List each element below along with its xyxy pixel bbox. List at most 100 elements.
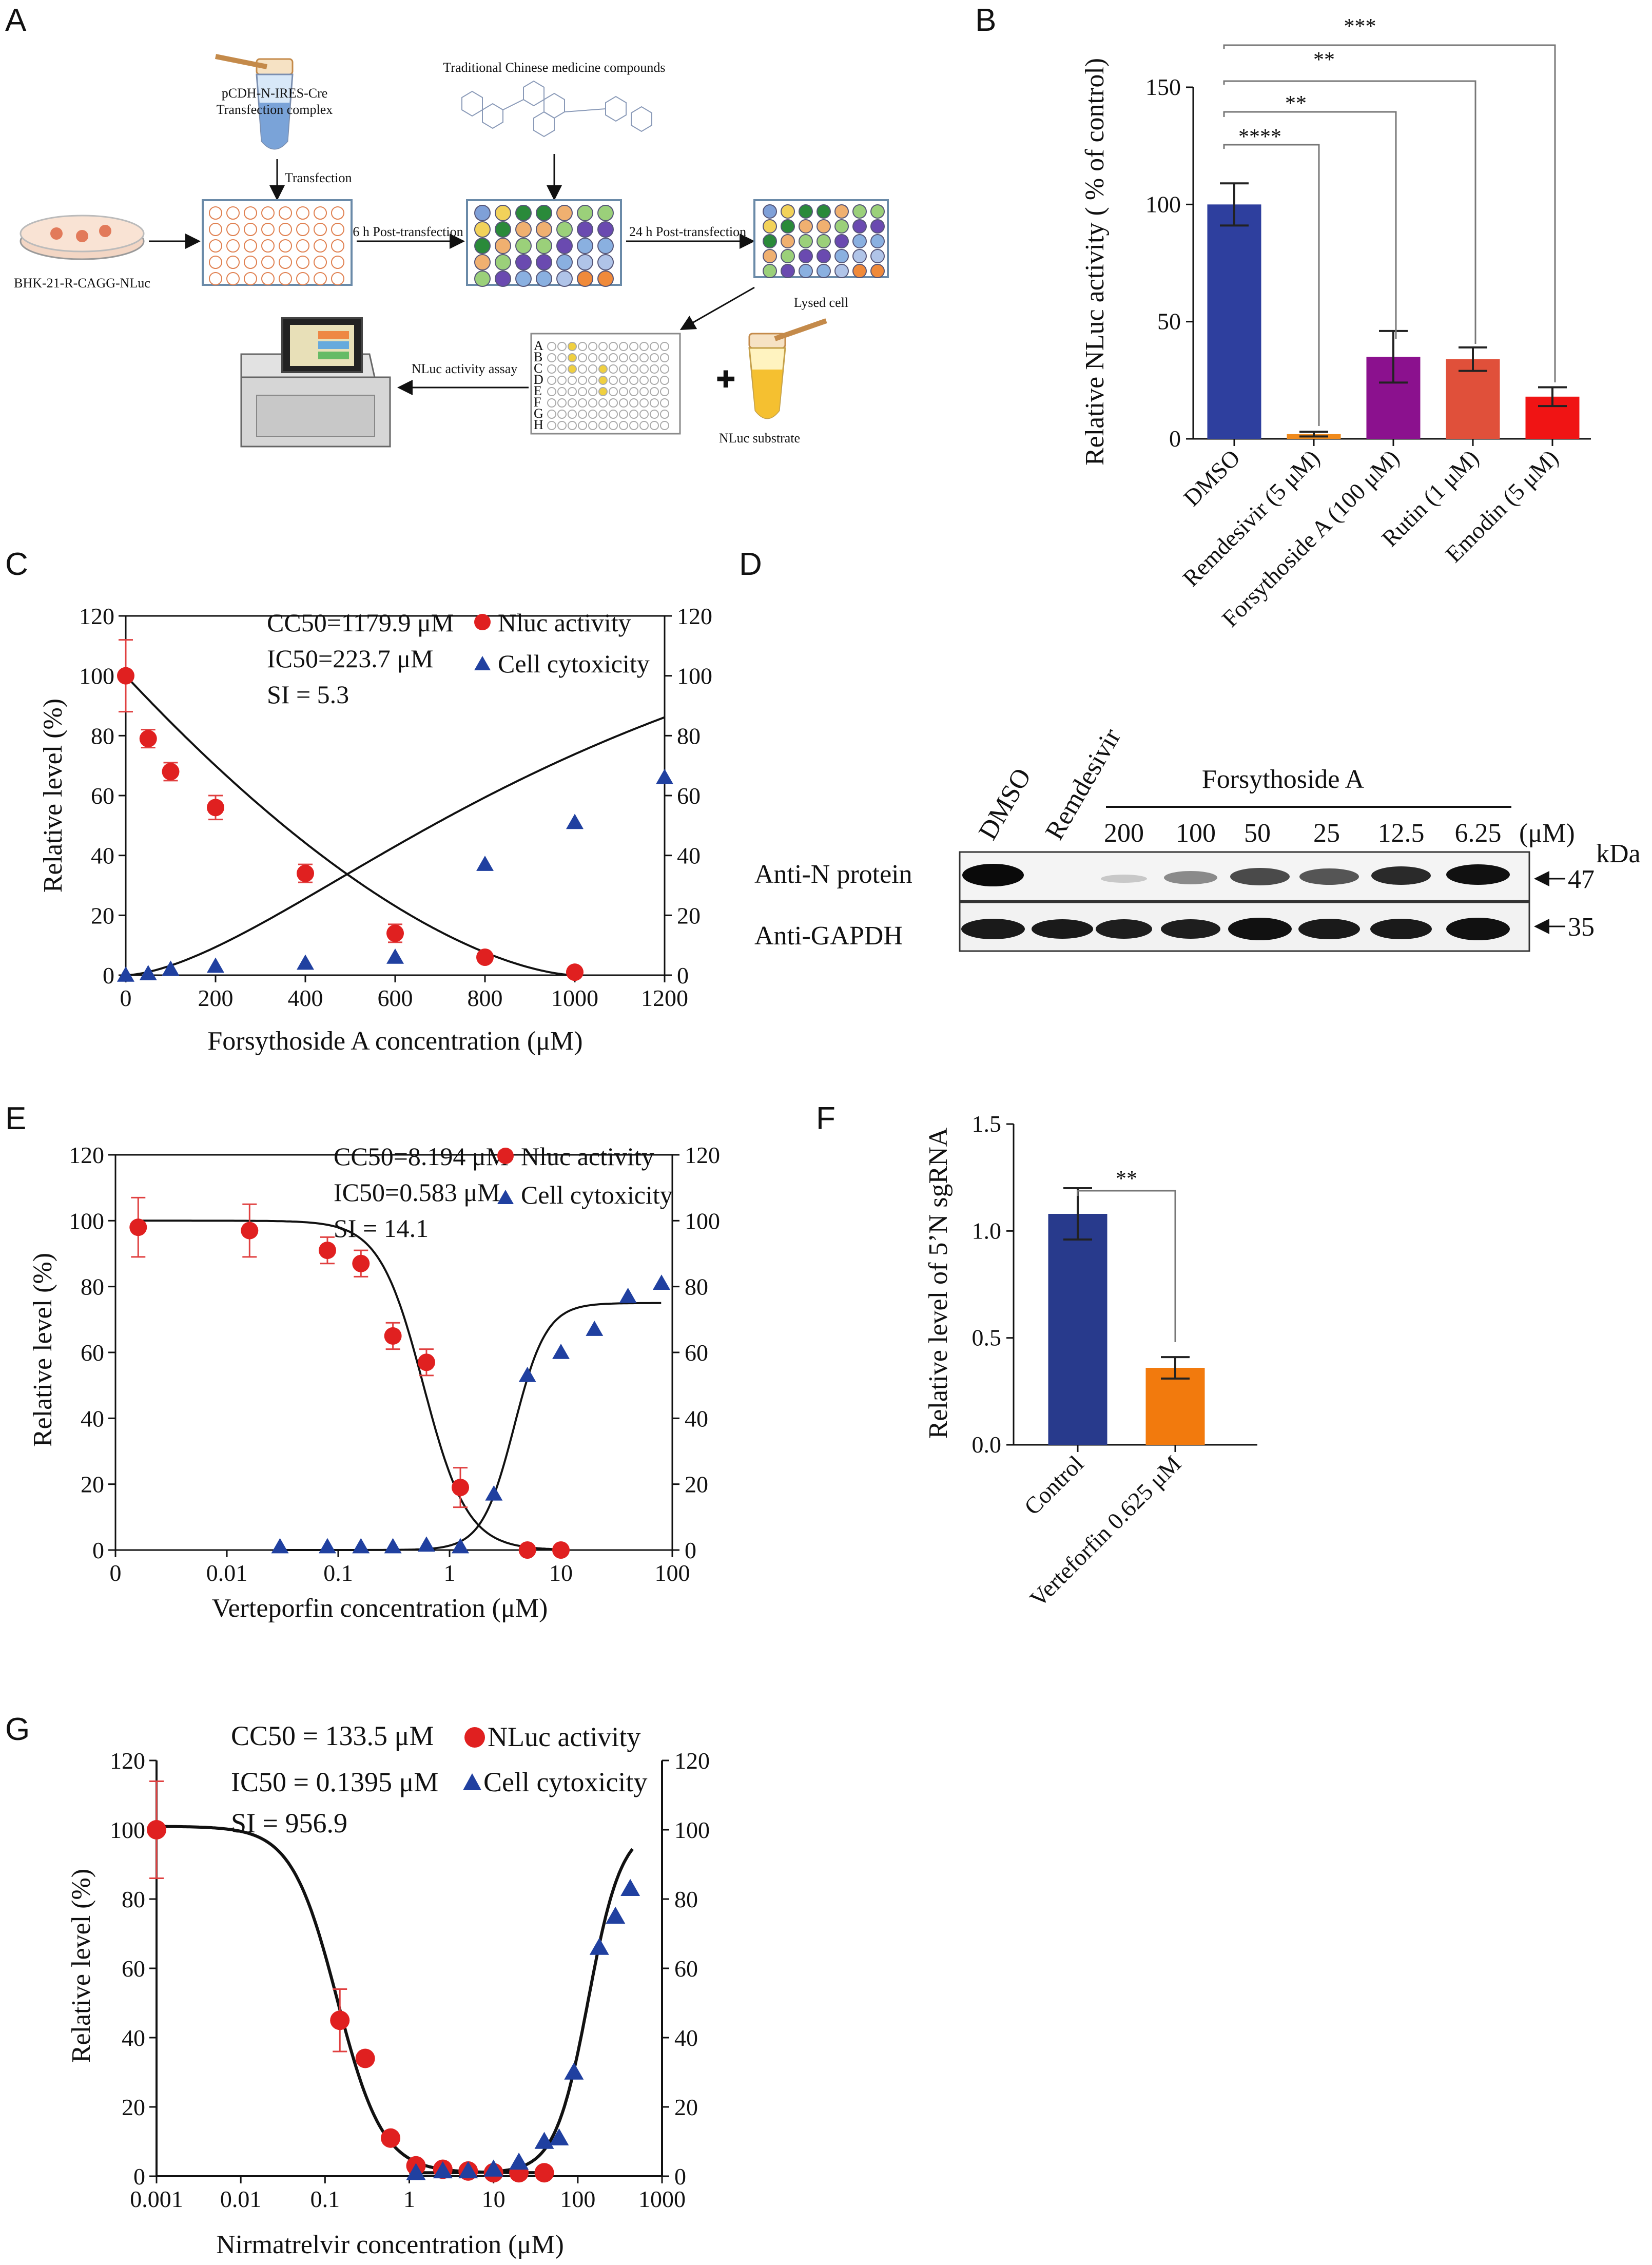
cytotoxicity-point (386, 948, 404, 964)
panel-e-verteporfin-curve: Relative level (%) Verteporfin concentra… (28, 1142, 720, 1623)
well (209, 206, 222, 220)
panel-label-a: A (5, 3, 27, 38)
well (568, 398, 577, 408)
well (556, 254, 573, 270)
well (557, 398, 567, 408)
well (781, 264, 795, 278)
y2-tick-label: 120 (685, 1142, 720, 1168)
d-lane-dmso: DMSO (973, 763, 1037, 845)
cytotoxicity-point (117, 966, 134, 982)
well (870, 234, 885, 248)
cytotoxicity-point (417, 1536, 435, 1552)
row-letter: H (534, 417, 543, 432)
y2-tick-label: 80 (685, 1274, 708, 1300)
well (474, 238, 491, 254)
d-unit: (μM) (1519, 819, 1575, 848)
d-conc-12-5: 12.5 (1378, 819, 1425, 848)
cytotoxicity-point (297, 954, 314, 970)
cytotoxicity-point (271, 1538, 289, 1554)
well (495, 270, 511, 287)
well (547, 421, 556, 430)
panel-d-western-blot: DMSO Remdesivir Forsythoside A 200 100 5… (754, 724, 1641, 952)
well (619, 364, 628, 374)
e-ylabel: Relative level (%) (28, 1253, 57, 1447)
well (619, 353, 628, 362)
y-tick-label: 0 (1169, 425, 1181, 452)
x-tick-label: 600 (378, 985, 413, 1011)
well (629, 364, 638, 374)
panel-label-g: G (5, 1712, 30, 1747)
well (834, 219, 849, 234)
nluc-point (417, 1353, 435, 1371)
x-tick-label: 1 (444, 1560, 456, 1586)
y-tick-label: 60 (122, 1956, 145, 1982)
compound-structures-icon (461, 80, 652, 138)
f-ylabel: Relative level of 5’N sgRNA (924, 1127, 953, 1439)
well (609, 387, 618, 396)
well (639, 342, 649, 351)
e-xlabel: Verteporfin concentration (μM) (212, 1594, 548, 1623)
well (547, 364, 556, 374)
y-tick-label: 120 (110, 1748, 145, 1774)
y-tick-label: 1.0 (972, 1217, 1002, 1244)
well (577, 270, 593, 287)
d-conc-25: 25 (1313, 819, 1340, 848)
well (557, 421, 567, 430)
g-xlabel: Nirmatrelvir concentration (μM) (216, 2230, 564, 2259)
well (763, 249, 777, 263)
row-letter: C (534, 361, 542, 376)
g-legend-nluc: NLuc activity (488, 1721, 640, 1752)
x-tick-label: 800 (468, 985, 503, 1011)
well (568, 421, 577, 430)
x-tick-label: 10 (549, 1560, 573, 1586)
well (244, 272, 257, 285)
plate-row-letters: A B C D E F G H (534, 338, 543, 432)
y2-tick-label: 40 (674, 2025, 698, 2051)
cytotoxicity-point (458, 2161, 478, 2179)
plate-treated (466, 199, 622, 287)
well (578, 353, 587, 362)
nluc-point (330, 2010, 350, 2030)
well (852, 219, 867, 234)
well (834, 204, 849, 219)
well (781, 234, 795, 248)
well (799, 219, 813, 234)
well (629, 410, 638, 419)
panel-b-bar-chart: Relative NLuc activity ( % of control) 0… (1080, 15, 1591, 632)
well (577, 254, 593, 270)
cytotoxicity-point (207, 957, 224, 973)
y2-tick-label: 120 (677, 603, 712, 629)
well (495, 221, 511, 238)
well (515, 238, 532, 254)
well (314, 239, 327, 253)
c-annot-si: SI = 5.3 (267, 680, 349, 709)
well (556, 221, 573, 238)
f-sig: ** (1116, 1167, 1137, 1191)
well (515, 221, 532, 238)
panel-label-f: F (816, 1101, 835, 1136)
well (556, 270, 573, 287)
step-24h: 24 h Post-transfection (629, 224, 746, 239)
well (660, 342, 669, 351)
well (296, 256, 309, 269)
well (568, 342, 577, 351)
tube-label-line1: pCDH-N-IRES-Cre (222, 86, 328, 101)
well (578, 398, 587, 408)
cytotoxicity-point (566, 814, 584, 829)
well (261, 256, 275, 269)
y-tick-label: 80 (81, 1274, 104, 1300)
cytotoxicity-point (652, 1274, 670, 1290)
well (577, 205, 593, 221)
nluc-point (552, 1541, 570, 1559)
x-tick-label: 0 (120, 985, 132, 1011)
well (296, 239, 309, 253)
well (578, 421, 587, 430)
well (639, 364, 649, 374)
x-tick-label: 1000 (551, 985, 598, 1011)
b-yticks: 0 50 100 150 (1145, 74, 1193, 452)
panel-g-nirmatrelvir-curve: Relative level (%) Nirmatrelvir concentr… (67, 1720, 710, 2259)
well (598, 353, 608, 362)
well (557, 342, 567, 351)
y-tick-label: 0.5 (972, 1325, 1002, 1351)
